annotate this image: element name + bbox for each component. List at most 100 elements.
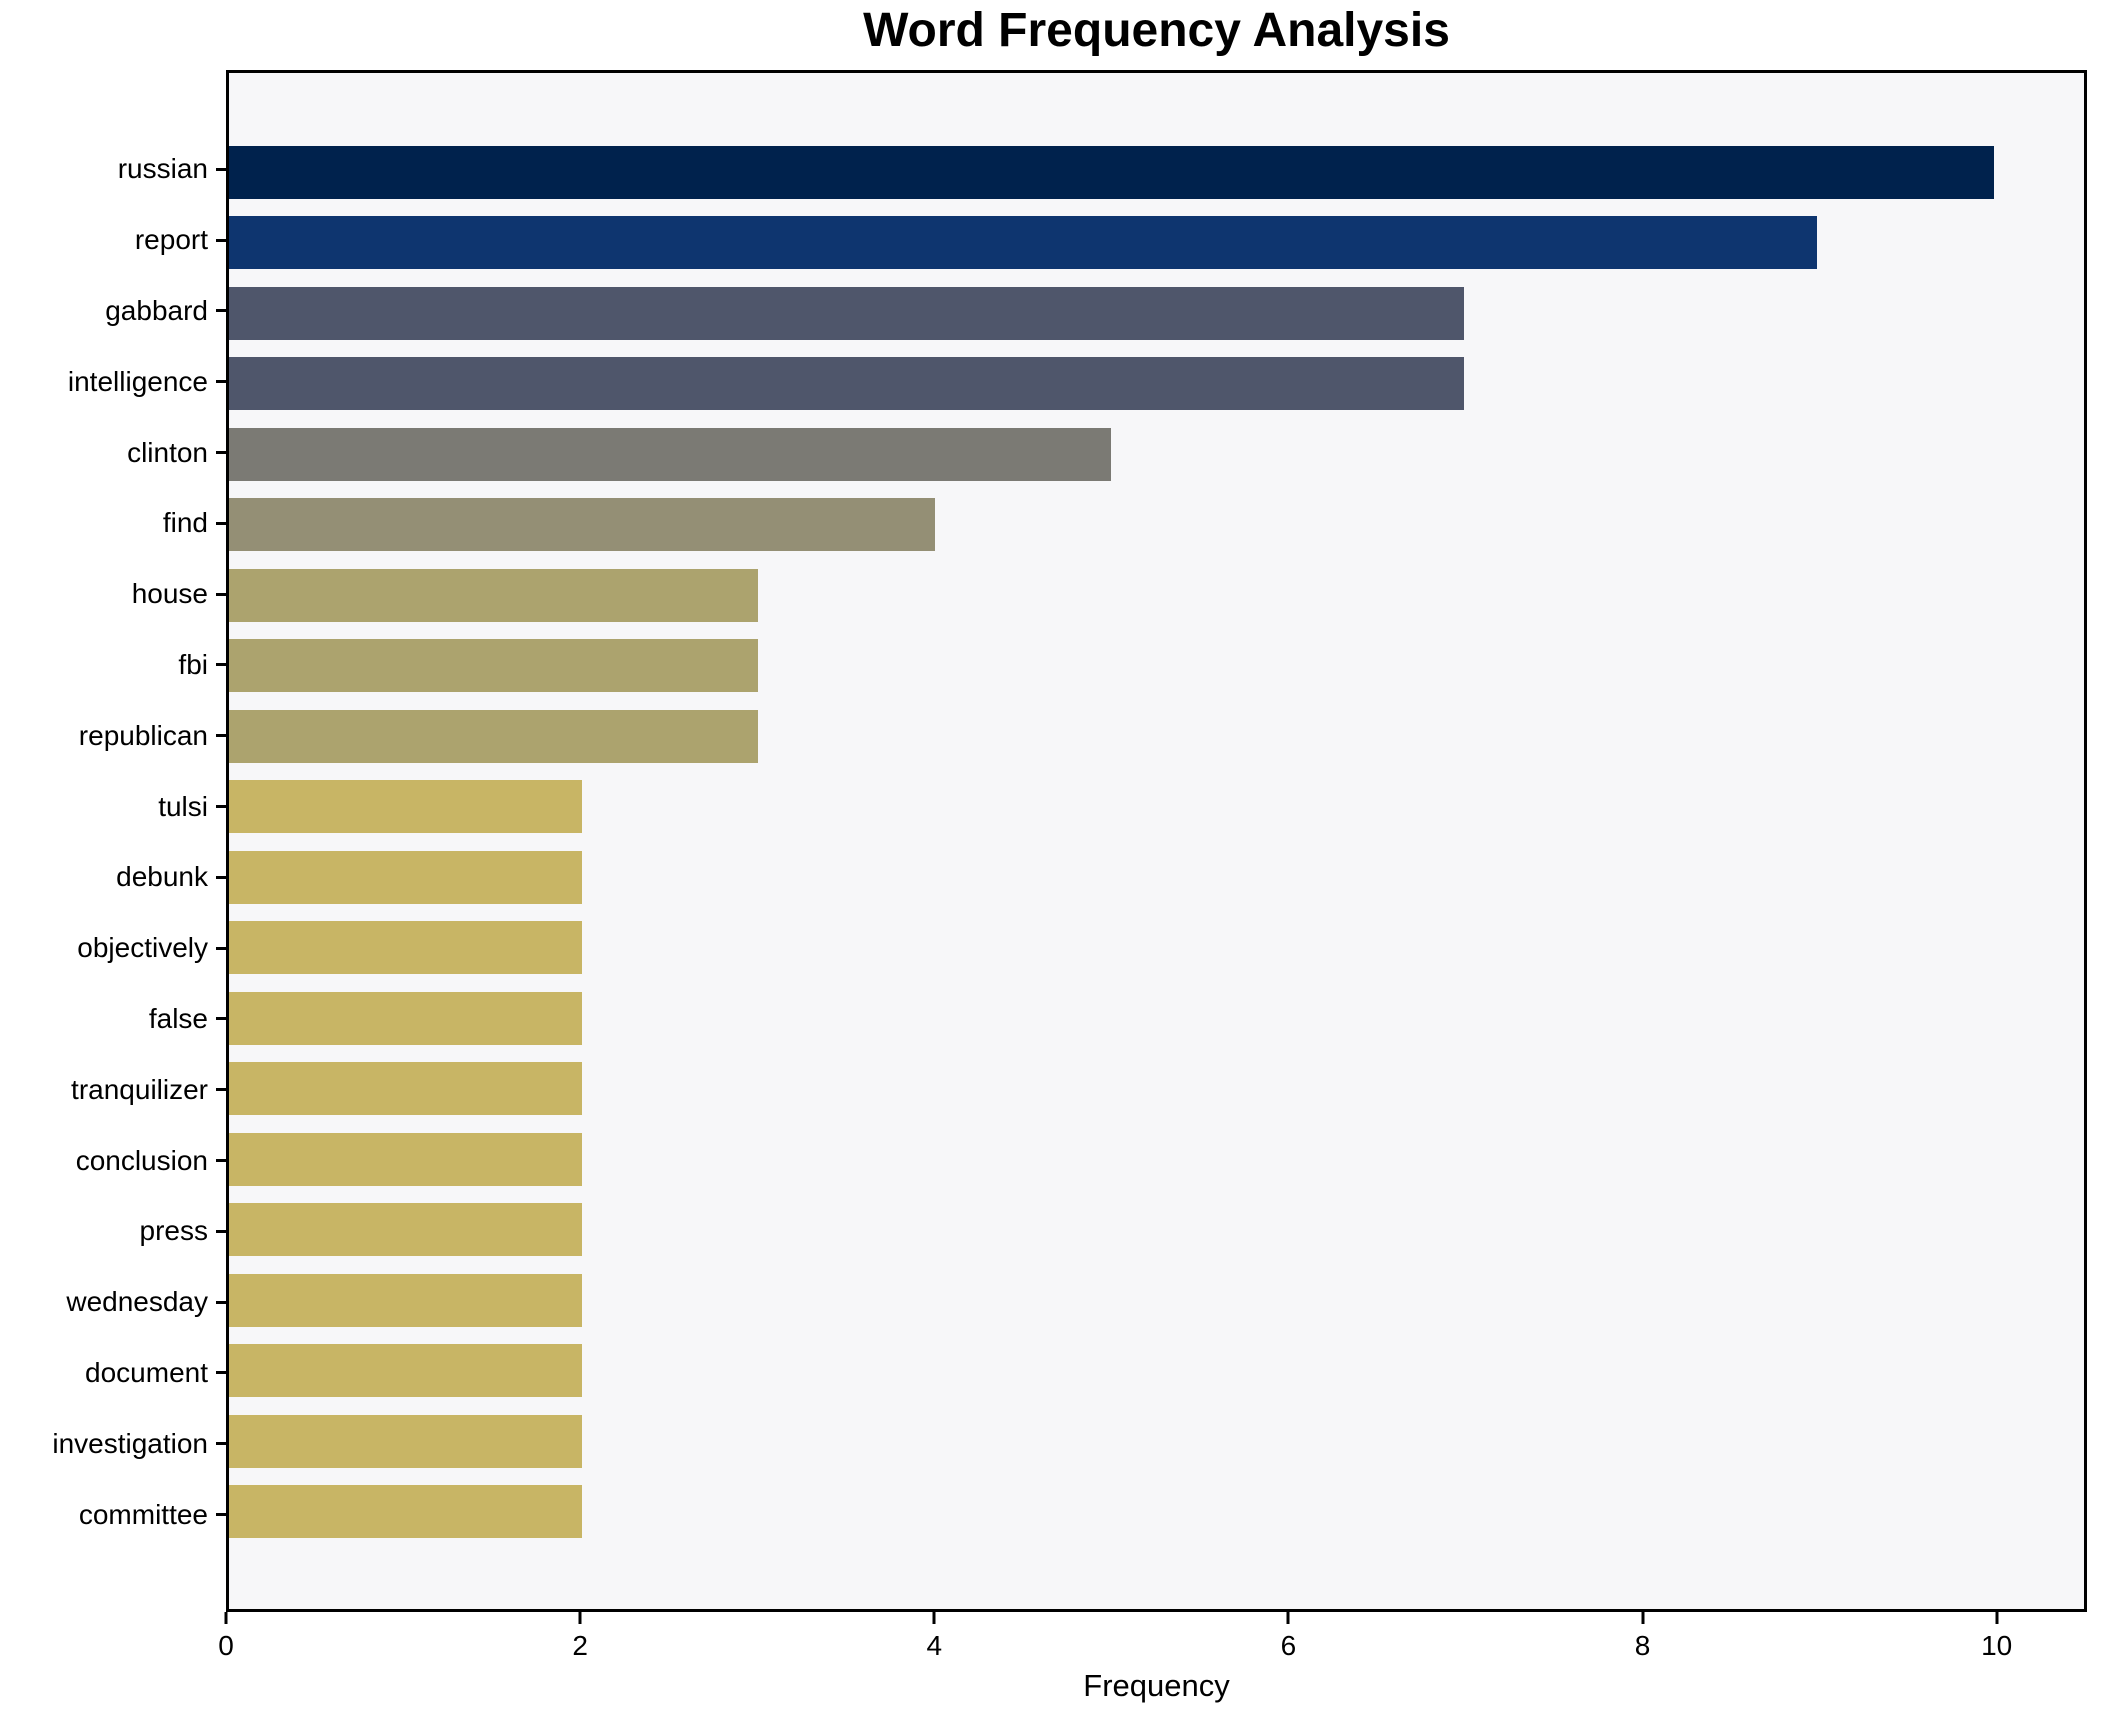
y-tick-mark [216,1088,226,1092]
bar-row [229,913,2084,984]
x-tick-label: 4 [926,1630,943,1661]
y-tick-mark [216,1229,226,1233]
bar-row [229,560,2084,631]
y-tick-mark [216,1371,226,1375]
y-tick-mark [216,521,226,525]
y-tick-label: report [134,224,208,256]
bar-row [229,490,2084,561]
bar-row [229,1406,2084,1477]
y-tick-row: clinton [0,417,226,488]
y-tick-label: tulsi [158,790,208,822]
y-tick-row: wednesday [0,1267,226,1338]
y-tick-label: republican [78,719,208,751]
plot-area [226,70,2087,1612]
y-tick-mark [216,309,226,313]
bar-row [229,1054,2084,1125]
y-tick-mark [216,167,226,171]
bar-row [229,278,2084,349]
y-tick-label: clinton [127,436,208,468]
bar-gabbard [229,286,1465,340]
y-tick-row: fbi [0,630,226,701]
x-axis-title: Frequency [1083,1668,1230,1703]
y-tick-row: republican [0,700,226,771]
bar-tranquilizer [229,1062,582,1116]
y-tick-label: fbi [178,648,208,680]
y-tick-label: find [162,507,208,539]
bar-row [229,1124,2084,1195]
y-tick-mark [216,1442,226,1446]
bar-report [229,216,1818,270]
x-tick-label: 6 [1280,1630,1297,1661]
bar-row [229,772,2084,843]
y-tick-row: objectively [0,913,226,984]
bar-tulsi [229,780,582,834]
y-tick-mark [216,238,226,242]
bar-row [229,349,2084,420]
x-tick-mark [1995,1612,1999,1624]
y-tick-row: gabbard [0,276,226,347]
y-tick-label: intelligence [67,365,208,397]
bar-row [229,1477,2084,1548]
bar-document [229,1344,582,1398]
y-tick-label: objectively [77,932,208,964]
bar-row [229,1265,2084,1336]
y-tick-row: report [0,205,226,276]
y-tick-mark [216,805,226,809]
y-tick-mark [216,1159,226,1163]
y-tick-mark [216,592,226,596]
y-tick-row: document [0,1338,226,1409]
bar-row [229,842,2084,913]
bar-row [229,983,2084,1054]
y-tick-row: debunk [0,842,226,913]
y-tick-label: tranquilizer [71,1073,208,1105]
y-tick-mark [216,1300,226,1304]
y-tick-label: committee [78,1498,208,1530]
bar-republican [229,709,759,763]
y-tick-mark [216,663,226,667]
bar-wednesday [229,1273,582,1327]
y-tick-label: gabbard [105,294,208,326]
bar-row [229,701,2084,772]
bar-row [229,631,2084,702]
y-tick-label: russian [117,153,208,185]
bar-intelligence [229,357,1465,411]
y-tick-mark [216,451,226,455]
x-tick-label: 10 [1981,1630,2013,1661]
bar-row [229,1195,2084,1266]
bar-investigation [229,1414,582,1468]
y-axis-labels: russian report gabbard intelligence clinton f… [0,70,226,1612]
y-tick-mark [216,1513,226,1517]
bar-house [229,568,759,622]
x-tick-mark [1641,1612,1645,1624]
x-tick-mark [932,1612,936,1624]
bar-false [229,991,582,1045]
y-tick-mark [216,875,226,879]
y-tick-row: russian [0,134,226,205]
y-tick-label: false [148,1002,208,1034]
y-tick-row: intelligence [0,346,226,417]
bar-row [229,208,2084,279]
x-tick-label: 2 [572,1630,588,1661]
x-tick-mark [224,1612,228,1624]
bar-conclusion [229,1132,582,1186]
x-tick-mark [1286,1612,1290,1624]
y-tick-row: committee [0,1479,226,1550]
y-tick-row: tranquilizer [0,1054,226,1125]
bar-find [229,498,935,552]
bar-fbi [229,639,759,693]
y-tick-mark [216,946,226,950]
y-tick-row: tulsi [0,771,226,842]
y-tick-mark [216,734,226,738]
bar-objectively [229,921,582,975]
bar-clinton [229,427,1112,481]
bar-committee [229,1485,582,1539]
y-tick-row: conclusion [0,1125,226,1196]
bar-press [229,1203,582,1257]
y-tick-label: investigation [52,1427,208,1459]
y-tick-row: press [0,1196,226,1267]
x-tick-label: 8 [1634,1630,1651,1661]
bar-row [229,1336,2084,1407]
y-tick-row: investigation [0,1408,226,1479]
y-tick-mark [216,1017,226,1021]
